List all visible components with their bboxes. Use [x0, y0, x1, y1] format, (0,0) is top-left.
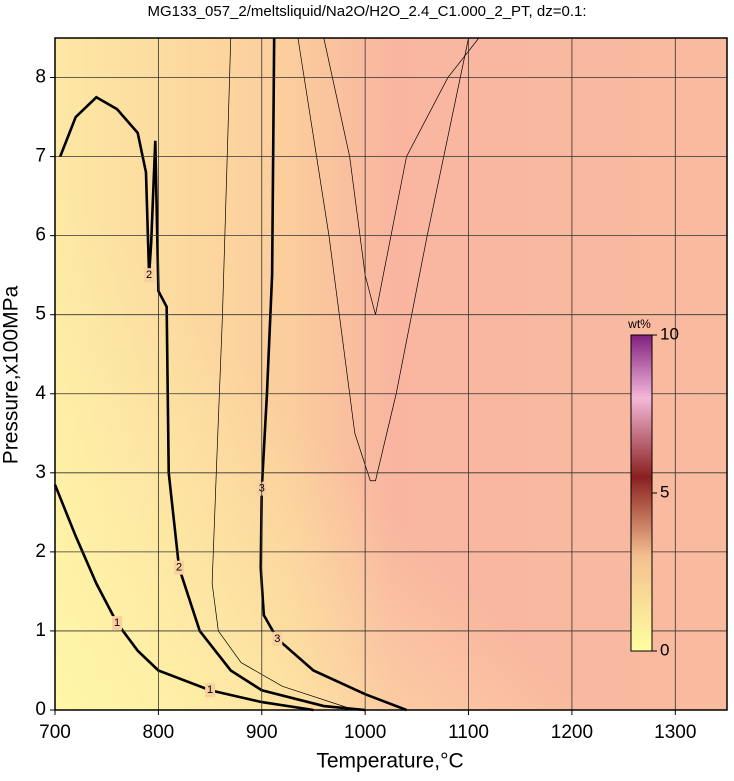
- contour-label-bg: [112, 616, 123, 631]
- x-tick-label: 1200: [551, 722, 593, 743]
- contour-line: [297, 37, 469, 482]
- x-tick-label: 1300: [654, 722, 696, 743]
- contour-label-bg: [174, 560, 185, 575]
- x-axis-label: Temperature,°C: [316, 750, 463, 773]
- y-tick-label: 7: [35, 146, 46, 167]
- contour-label-bg: [272, 631, 283, 646]
- y-tick-label: 8: [35, 67, 46, 88]
- contour-label: 2: [176, 562, 182, 574]
- x-tick-label: 1000: [344, 722, 386, 743]
- contour-label-bg: [205, 683, 216, 698]
- plot-frame: [54, 37, 728, 711]
- x-tick-label: 900: [246, 722, 278, 743]
- colorbar-tick-label: 0: [660, 640, 669, 659]
- y-axis-label: Pressure,x100MPa: [0, 285, 23, 464]
- contour-line: [211, 37, 355, 711]
- x-tick-label: 700: [39, 722, 71, 743]
- x-tick-label: 800: [143, 722, 175, 743]
- contour-label-bg: [144, 268, 155, 283]
- contour-line: [58, 95, 366, 712]
- chart-title: MG133_057_2/meltsliquid/Na2O/H2O_2.4_C1.…: [147, 3, 586, 20]
- y-tick-label: 5: [35, 304, 46, 325]
- contour-label: 1: [207, 684, 213, 696]
- contour-label: 2: [146, 269, 152, 281]
- colorbar-label: wt%: [627, 317, 651, 331]
- plot-background-shade: [55, 38, 727, 710]
- y-tick-label: 2: [35, 541, 46, 562]
- y-tick-label: 1: [35, 620, 46, 641]
- colorbar: [630, 334, 653, 652]
- contour-label: 1: [114, 617, 120, 629]
- y-tick-label: 0: [35, 699, 46, 720]
- contour-line: [259, 37, 407, 712]
- contour-label: 3: [274, 633, 280, 645]
- x-tick-label: 1100: [448, 722, 489, 743]
- colorbar-tick-label: 10: [660, 324, 679, 343]
- y-tick-label: 3: [35, 462, 46, 483]
- y-tick-label: 4: [35, 383, 46, 404]
- colorbar-tick-label: 5: [660, 482, 669, 501]
- y-tick-label: 6: [35, 225, 46, 246]
